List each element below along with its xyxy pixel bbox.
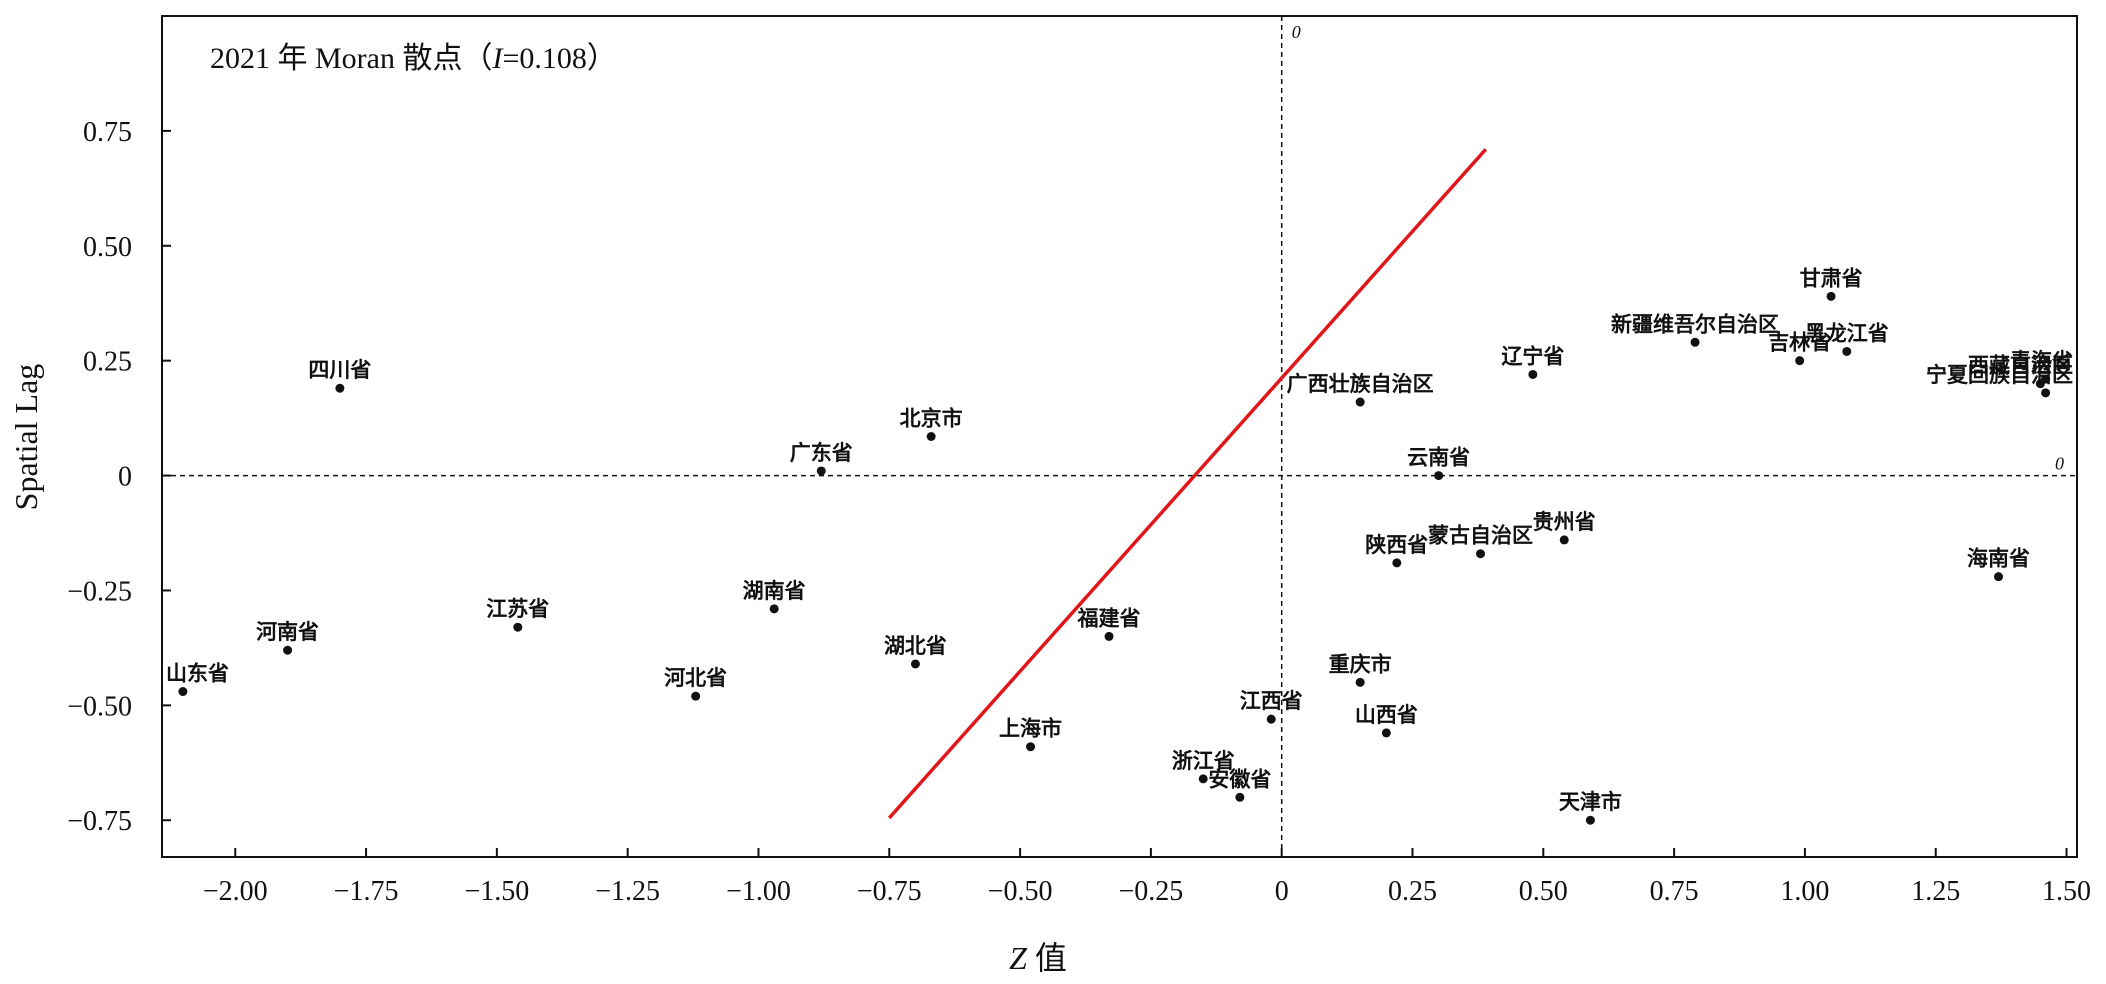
data-point-label: 江西省 (1240, 689, 1303, 713)
data-point (1826, 291, 1836, 301)
x-tick-label: 1.25 (1911, 876, 1960, 907)
data-point (769, 604, 779, 614)
vertical-zero-label: 0 (1292, 22, 1301, 42)
data-point-label: 河北省 (664, 666, 727, 690)
chart-title-stat-symbol: I (491, 42, 504, 75)
data-point (2041, 374, 2051, 384)
data-point (816, 466, 826, 476)
data-point-label: 河南省 (256, 620, 319, 644)
data-point (1198, 774, 1208, 784)
data-point-label: 新疆维吾尔自治区 (1611, 312, 1779, 336)
data-point-label: 黑龙江省 (1805, 321, 1889, 345)
data-point (2041, 388, 2051, 398)
x-axis: −2.00 −1.75 −1.50 −1.25 −1.00 −0.75 −0.50 −0.25… (203, 848, 2091, 907)
data-point-label: 重庆市 (1329, 652, 1392, 676)
x-tick-label: 0.25 (1388, 876, 1437, 907)
y-tick-label: −0.75 (67, 806, 132, 837)
data-point (691, 691, 701, 701)
x-tick-label: −0.50 (988, 876, 1053, 907)
data-point (926, 432, 936, 441)
data-point-label: 广西壮族自治区 (1287, 372, 1434, 396)
data-point-label: 宁夏回族自治区 (1926, 363, 2073, 387)
data-point-label: 贵州省 (1533, 510, 1596, 534)
data-point (1795, 356, 1805, 366)
data-point (1585, 815, 1595, 825)
x-tick-label: 0.75 (1650, 876, 1699, 907)
data-point-label: 江苏省 (486, 597, 549, 621)
x-axis-label-rest: 值 (1027, 940, 1067, 976)
data-point (1476, 549, 1486, 559)
data-point-label: 辽宁省 (1501, 344, 1564, 368)
horizontal-zero-label: 0 (2055, 454, 2064, 474)
data-point (1026, 742, 1036, 752)
data-point (1381, 728, 1391, 738)
data-point-label: 甘肃省 (1800, 266, 1863, 290)
data-point-label: 上海市 (999, 717, 1062, 741)
data-point (178, 687, 188, 697)
data-point-label: 陕西省 (1365, 533, 1428, 557)
data-point (1842, 346, 1852, 356)
y-tick-label: 0.25 (83, 347, 132, 378)
data-point-label: 天津市 (1559, 790, 1622, 814)
x-tick-label: 1.00 (1780, 876, 1829, 907)
y-tick-label: −0.25 (67, 576, 132, 607)
data-point (1355, 397, 1365, 407)
data-point-label: 四川省 (308, 358, 371, 382)
plot-frame (161, 15, 2078, 858)
data-point-label: 湖南省 (743, 579, 806, 603)
x-axis-label-symbol: Z (1009, 940, 1028, 976)
data-point-label: 湖北省 (884, 634, 947, 658)
data-point (1434, 471, 1444, 481)
x-tick-label: −1.75 (334, 876, 399, 907)
data-point-label: 广东省 (790, 441, 853, 465)
regression-line (887, 148, 1488, 820)
data-point (1559, 535, 1569, 545)
y-tick-label: 0.75 (83, 117, 132, 148)
data-point (1355, 677, 1365, 687)
y-tick-label: −0.50 (67, 691, 132, 722)
x-tick-label: 0 (1275, 876, 1289, 907)
data-point (1528, 369, 1538, 379)
data-point (1235, 792, 1245, 802)
chart-title-stat-value: =0.108） (502, 42, 616, 75)
y-axis-label: Spatial Lag (8, 364, 44, 511)
chart-title-text: 2021 年 Moran 散点（ (210, 42, 492, 75)
x-tick-label: 0.50 (1519, 876, 1568, 907)
data-point (1392, 558, 1402, 568)
x-tick-label: −0.25 (1118, 876, 1183, 907)
data-point-label: 蒙古自治区 (1428, 524, 1533, 548)
data-point-label: 山西省 (1355, 703, 1418, 727)
data-point-label: 北京市 (900, 407, 963, 431)
data-point (1690, 337, 1700, 347)
data-point-label: 福建省 (1077, 606, 1141, 630)
data-point-label: 山东省 (166, 662, 229, 686)
x-tick-label: −1.25 (595, 876, 660, 907)
data-point (910, 659, 920, 669)
data-point-label: 海南省 (1967, 547, 2030, 571)
data-point-label: 安徽省 (1208, 767, 1271, 791)
x-tick-label: 1.50 (2042, 876, 2091, 907)
data-point-label: 浙江省 (1172, 749, 1235, 773)
data-point-label: 云南省 (1407, 446, 1470, 470)
x-tick-label: −2.00 (203, 876, 268, 907)
data-point-label: 吉林省 (1768, 331, 1831, 355)
data-point (335, 383, 345, 393)
x-tick-label: −1.00 (726, 876, 791, 907)
y-tick-label: 0.50 (83, 232, 132, 263)
data-point-label: 西藏自治区 (1968, 354, 2073, 378)
data-point (1266, 714, 1276, 724)
data-point-label: 青海省 (2010, 349, 2073, 373)
data-point (513, 622, 523, 632)
data-point (1104, 631, 1114, 641)
y-axis: 0.75 0.50 0.25 0 −0.25 −0.50 −0.75 (67, 117, 171, 837)
x-axis-label: Z 值 (1009, 940, 1067, 976)
data-point (283, 645, 293, 655)
y-tick-label: 0 (118, 462, 132, 493)
chart-title: 2021 年 Moran 散点（I=0.108） (210, 42, 617, 75)
x-tick-label: −1.50 (464, 876, 529, 907)
data-point (1994, 572, 2004, 582)
x-tick-label: −0.75 (857, 876, 922, 907)
